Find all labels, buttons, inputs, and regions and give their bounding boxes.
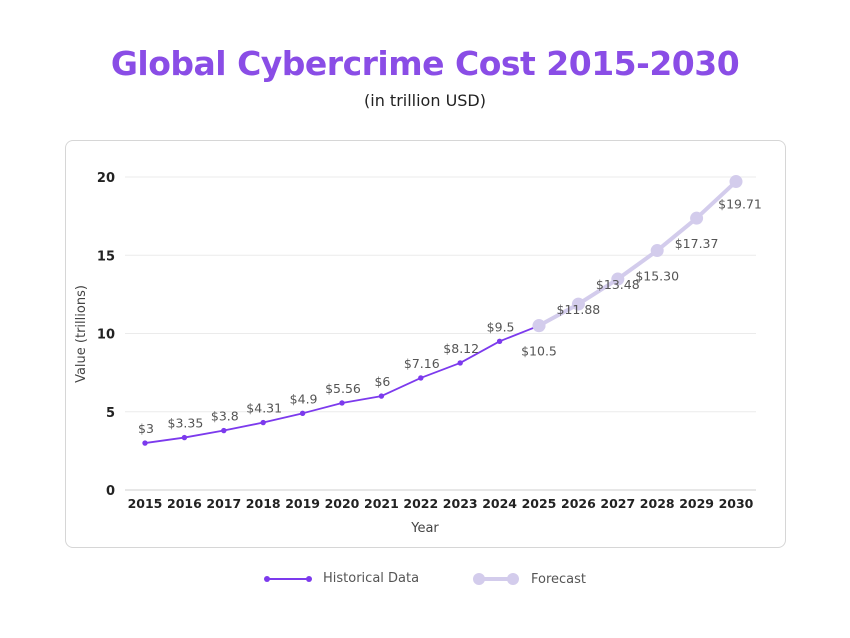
y-tick-label-15: 15 (97, 249, 115, 264)
data-label-forecast-2026: $11.88 (557, 302, 601, 317)
data-label-historical-2021: $6 (374, 374, 390, 389)
historical-point-2024 (496, 338, 503, 345)
historical-point-2015 (142, 440, 148, 446)
data-label-forecast-2028: $15.30 (635, 269, 679, 284)
legend: Historical Data Forecast (0, 571, 850, 593)
x-axis-label: Year (410, 521, 439, 536)
x-tick-label-2024: 2024 (482, 496, 517, 511)
data-label-historical-2015: $3 (138, 421, 154, 436)
x-tick-label-2019: 2019 (285, 496, 320, 511)
legend-historical-label: Historical Data (323, 571, 420, 586)
x-tick-label-2029: 2029 (679, 496, 714, 511)
legend-historical[interactable]: Historical Data (263, 571, 419, 586)
x-tick-label-2016: 2016 (167, 496, 202, 511)
legend-forecast[interactable]: Forecast (473, 571, 586, 587)
legend-historical-line-icon (264, 575, 312, 582)
data-label-forecast-2027: $13.48 (596, 277, 640, 292)
data-label-historical-2020: $5.56 (325, 381, 361, 396)
data-label-forecast-2029: $17.37 (675, 236, 719, 251)
forecast-point-2029 (690, 211, 704, 225)
historical-point-2023 (457, 360, 463, 366)
x-axis-ticks: 2015 2016 2017 2018 2019 2020 2021 2022 2023 2024… (128, 496, 754, 511)
x-tick-label-2020: 2020 (325, 496, 360, 511)
forecast-point-2026 (571, 297, 585, 311)
x-tick-label-2025: 2025 (522, 496, 557, 511)
historical-point-2021 (378, 393, 385, 399)
historical-series (142, 319, 546, 446)
data-label-historical-2019: $4.9 (290, 391, 318, 406)
historical-point-2017 (221, 427, 227, 434)
data-labels: $3 $3.35 $3.8 $4.31 $4.9 $5.56 $6 $7.16$8.12 $9.… (138, 197, 762, 437)
data-label-historical-2018: $4.31 (246, 401, 282, 416)
y-tick-label-5: 5 (106, 406, 115, 421)
legend-forecast-label: Forecast (531, 571, 587, 587)
forecast-point-2030 (729, 175, 743, 189)
data-label-historical-2024: $9.5 (487, 319, 515, 334)
forecast-line (538, 180, 738, 328)
y-axis-ticks: 0 5 10 15 20 (97, 171, 115, 499)
gridlines (125, 176, 756, 491)
data-label-forecast-2025: $10.5 (521, 344, 557, 359)
data-label-historical-2022: $7.16 (404, 356, 440, 371)
chart-subtitle: (in trillion USD) (364, 91, 486, 110)
historical-point-2016 (181, 434, 188, 441)
forecast-point-2027 (611, 272, 625, 286)
x-tick-label-2030: 2030 (719, 496, 754, 511)
historical-point-2018 (260, 419, 266, 426)
x-tick-label-2022: 2022 (403, 496, 438, 511)
y-tick-label-10: 10 (97, 328, 115, 343)
x-tick-label-2028: 2028 (640, 496, 675, 511)
x-tick-label-2017: 2017 (206, 496, 241, 511)
legend-forecast-line-icon (473, 573, 519, 585)
historical-point-2022 (418, 375, 424, 381)
x-tick-label-2021: 2021 (364, 496, 399, 511)
x-tick-label-2015: 2015 (128, 496, 163, 511)
data-label-historical-2017: $3.8 (211, 409, 239, 424)
x-tick-label-2027: 2027 (600, 496, 635, 511)
chart-card (65, 140, 786, 548)
x-tick-label-2026: 2026 (561, 496, 596, 511)
data-label-historical-2016: $3.35 (168, 416, 204, 431)
x-tick-label-2018: 2018 (246, 496, 281, 511)
data-label-forecast-2030: $19.71 (718, 197, 762, 212)
historical-point-2020 (339, 400, 345, 406)
data-label-historical-2023: $8.12 (443, 341, 479, 356)
y-tick-label-0: 0 (106, 484, 115, 499)
chart-title: Global Cybercrime Cost 2015-2030 (110, 44, 740, 83)
y-axis-label: Value (trillions) (74, 285, 89, 383)
y-tick-label-20: 20 (97, 171, 115, 186)
forecast-point-2028 (650, 244, 664, 258)
forecast-point-2025-top (532, 319, 546, 333)
historical-point-2019 (299, 410, 306, 417)
x-tick-label-2023: 2023 (443, 496, 478, 511)
